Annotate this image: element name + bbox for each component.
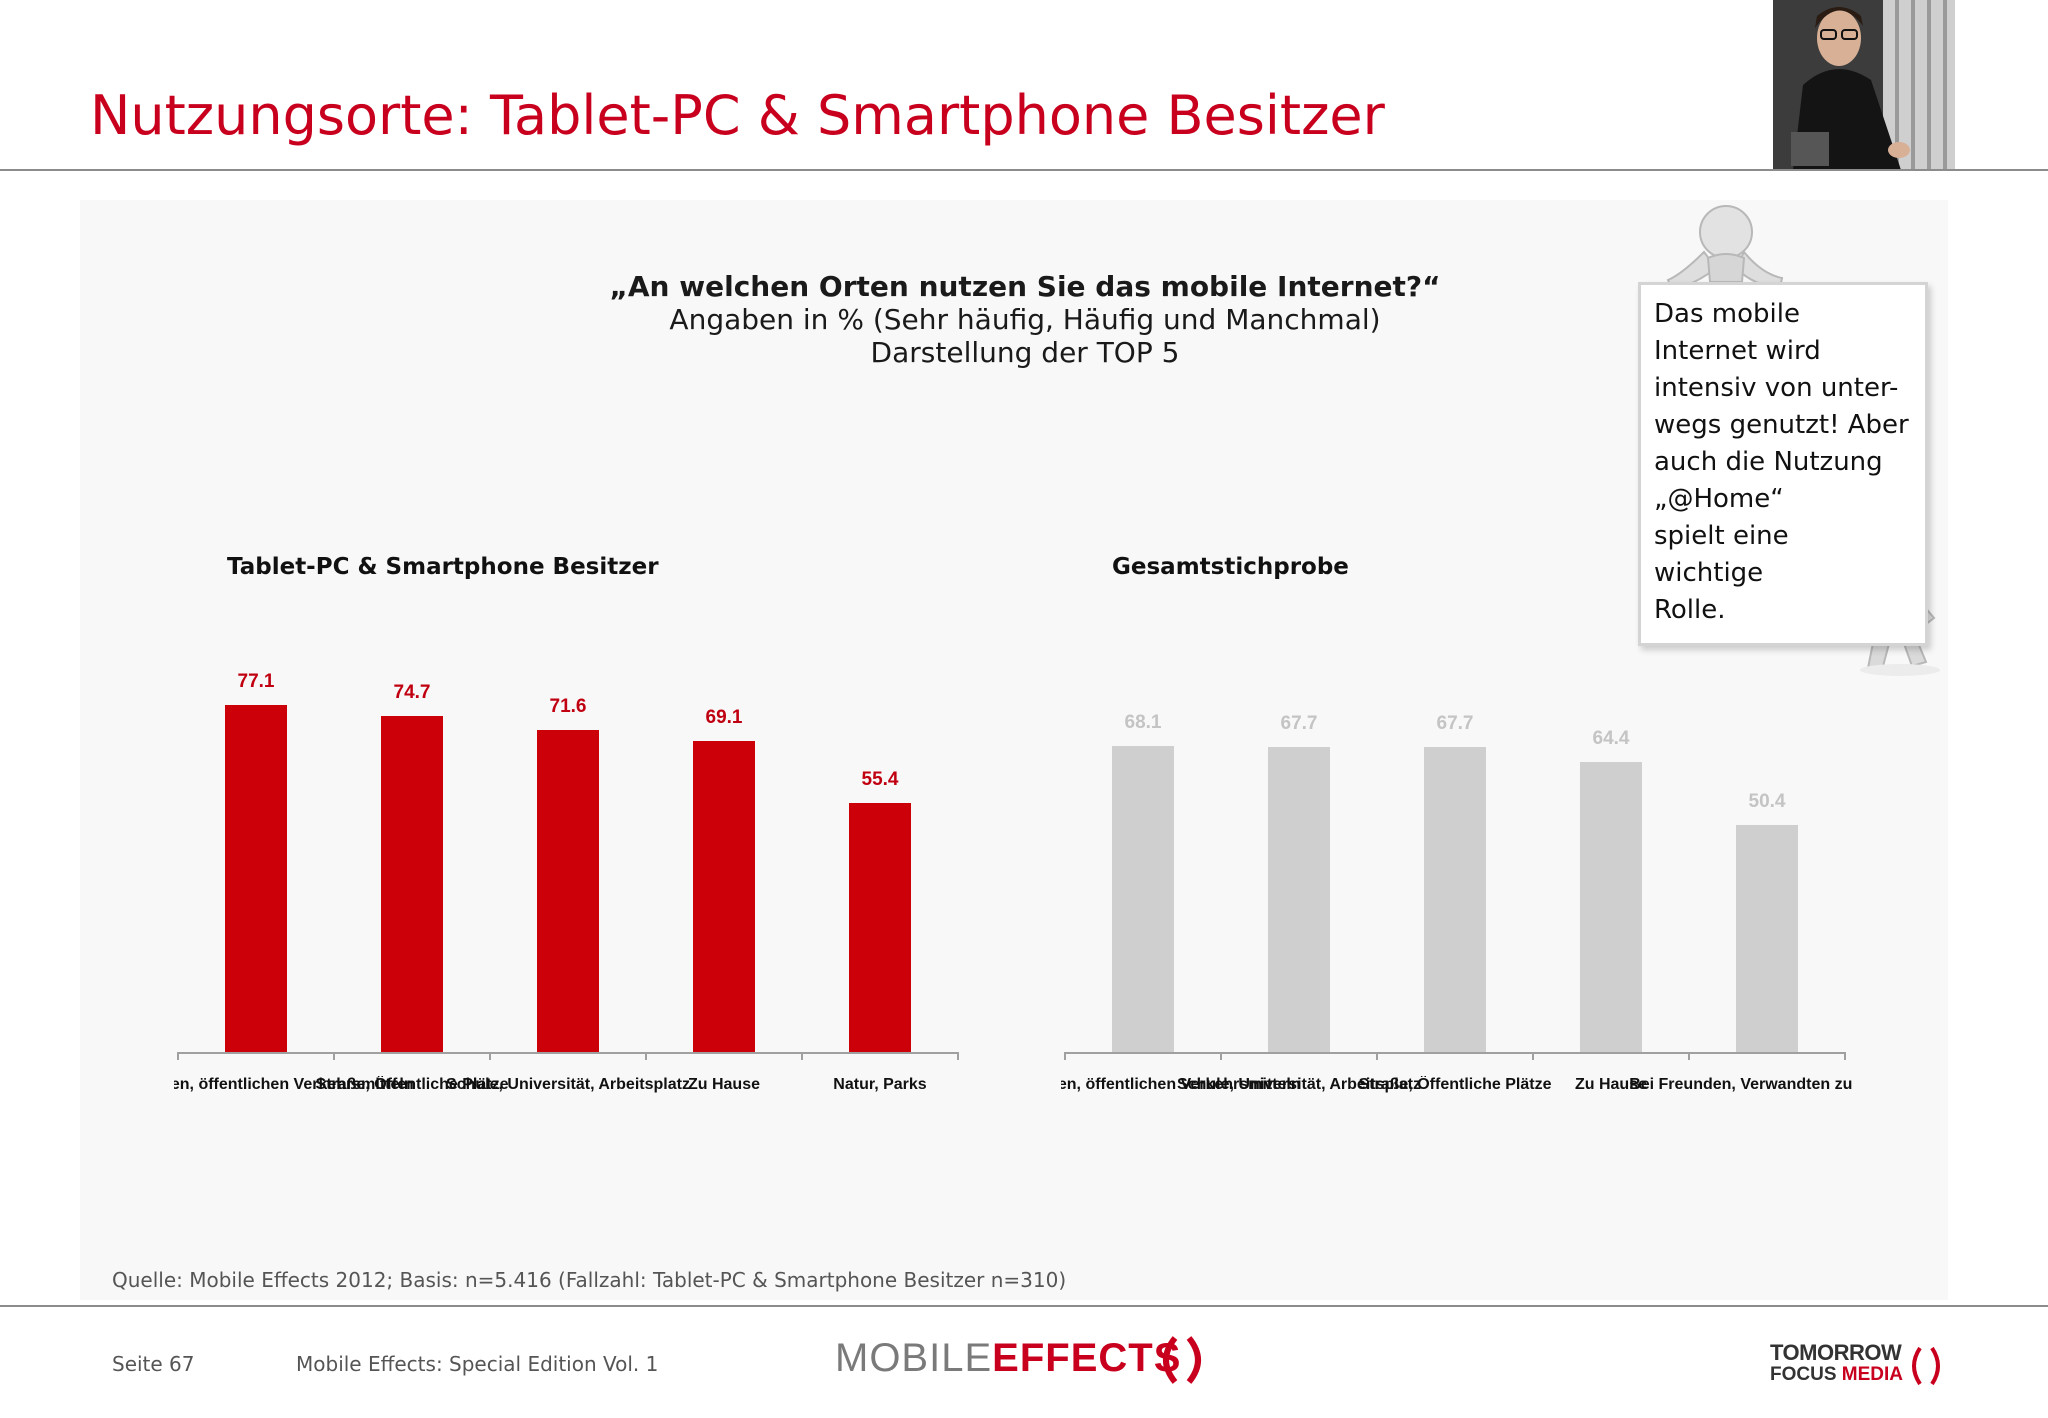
bar-chart-gesamtstichprobe: Gesamtstichprobe 68.1 Bahnhöfen, öffentli… [1061,550,1862,1110]
bar [1268,747,1330,1052]
callout-note [1638,282,1928,646]
category-label: Zu Hause [687,1076,760,1093]
axis-tick [957,1052,959,1060]
data-label: 68.1 [1124,711,1162,733]
category-label: Schule, Universität, Arbeitsplatz [1177,1076,1421,1093]
axis-tick [333,1052,335,1060]
bar [225,705,287,1052]
logo-text-focus: FOCUS [1770,1364,1837,1385]
bar-chart-tablet-smartphone: Tablet-PC & Smartphone Besitzer 77.1 Bahn… [174,550,966,1110]
bar [1736,825,1798,1052]
white-3d-figure-peeking-icon [1666,205,1784,292]
x-axis [1065,1052,1845,1054]
category-label-clip: Bei Freunden, Verwandten zu Hause [1061,1076,1853,1106]
category-label: Straße, Öffentliche Plätze [1358,1076,1552,1093]
chart-title: Tablet-PC & Smartphone Besitzer [227,554,659,580]
bar [1424,747,1486,1052]
x-axis [178,1052,958,1054]
data-label: 55.4 [861,768,899,790]
logo-text-mobile: MOBILE [835,1336,993,1380]
question-note: Darstellung der TOP 5 [870,336,1180,369]
axis-tick [1376,1052,1378,1060]
data-label: 69.1 [705,707,743,729]
page-number: Seite 67 [112,1352,195,1376]
data-label: 64.4 [1592,728,1630,750]
page-title: Nutzungsorte: Tablet-PC & Smartphone Bes… [90,84,1385,147]
bar [537,729,599,1052]
parenthesis-icon [1912,1346,1940,1386]
data-label: 71.6 [549,695,587,717]
data-label: 50.4 [1748,791,1786,813]
logo-text-tomorrow: TOMORROW [1770,1340,1902,1365]
question-subtitle: Angaben in % (Sehr häufig, Häufig und Ma… [669,303,1381,336]
parenthesis-icon [1163,1336,1201,1384]
data-label: 67.7 [1280,713,1318,735]
chart-title: Gesamtstichprobe [1112,554,1349,580]
category-label-clip: Zu Hause [174,1076,966,1106]
category-label-clip: Schule, Universität, Arbeitsplatz [174,1076,966,1106]
callout-note-text: Das mobile Internet wird intensiv von un… [1654,299,1909,625]
question-text: „An welchen Orten nutzen Sie das mobile … [609,270,1441,303]
category-label: Straße, Öffentliche Plätze [315,1076,509,1093]
bar [693,741,755,1052]
category-label-clip: Zu Hause [1061,1076,1853,1106]
axis-tick [801,1052,803,1060]
category-label-clip: Natur, Parks [174,1076,966,1106]
category-label: Bahnhöfen, öffentlichen Verkehrsmitteln [1061,1076,1301,1093]
axis-tick [1532,1052,1534,1060]
axis-tick [489,1052,491,1060]
logo-text-media: MEDIA [1841,1364,1904,1385]
source-note: Quelle: Mobile Effects 2012; Basis: n=5.… [112,1268,1067,1292]
category-label: Natur, Parks [833,1076,927,1093]
logo-text-effects: EFFECTS [992,1336,1182,1380]
category-label: Bahnhöfen, öffentlichen Verkehrsmitteln [174,1076,414,1093]
axis-tick [645,1052,647,1060]
category-label: Zu Hause [1574,1076,1647,1093]
person-with-tablet-photo [1773,0,1955,170]
data-label: 67.7 [1436,713,1474,735]
axis-tick [177,1052,179,1060]
bar [849,802,911,1052]
category-label-clip: Straße, Öffentliche Plätze [174,1076,966,1106]
category-label: Schule, Universität, Arbeitsplatz [446,1076,690,1093]
category-label-clip: Straße, Öffentliche Plätze [1061,1076,1853,1106]
category-label-clip: Bahnhöfen, öffentlichen Verkehrsmitteln [174,1076,966,1106]
category-label-clip: Bahnhöfen, öffentlichen Verkehrsmitteln [1061,1076,1853,1106]
bar [381,715,443,1052]
category-label-clip: Schule, Universität, Arbeitsplatz [1061,1076,1853,1106]
publication-name: Mobile Effects: Special Edition Vol. 1 [296,1352,659,1376]
bar [1580,762,1642,1052]
mobile-effects-logo: MOBILEEFFECTS [835,1336,1201,1384]
category-label: Bei Freunden, Verwandten zu Hause [1629,1076,1853,1093]
axis-tick [1064,1052,1066,1060]
header-divider [0,169,2048,171]
axis-tick [1220,1052,1222,1060]
survey-question: „An welchen Orten nutzen Sie das mobile … [520,270,1530,369]
axis-tick [1688,1052,1690,1060]
data-label: 77.1 [237,671,275,693]
data-label: 74.7 [393,681,431,703]
bar [1112,745,1174,1052]
footer-divider [0,1305,2048,1307]
axis-tick [1844,1052,1846,1060]
tomorrow-focus-media-logo: TOMORROW FOCUS MEDIA [1770,1340,1940,1386]
